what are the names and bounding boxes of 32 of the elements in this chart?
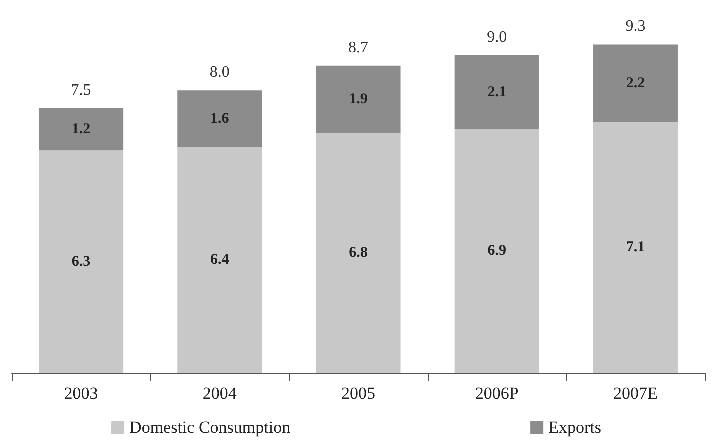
data-label: 6.4: [210, 252, 230, 268]
total-label: 8.0: [210, 64, 230, 82]
x-tick-label: 2003: [64, 384, 98, 403]
total-label: 9.0: [487, 28, 508, 46]
data-label: 7.1: [626, 240, 646, 256]
data-label: 1.9: [349, 91, 368, 108]
total-label: 8.7: [348, 39, 368, 56]
bar: [454, 55, 540, 130]
data-label: 2.1: [488, 84, 506, 100]
data-label: 1.2: [72, 121, 91, 138]
bar: [39, 150, 124, 373]
bar: [593, 44, 678, 122]
legend-label: Exports: [548, 418, 602, 437]
bar: [178, 90, 262, 148]
data-label: 6.9: [488, 243, 506, 260]
legend-label: Domestic Consumption: [130, 418, 292, 437]
total-label: 9.3: [626, 18, 646, 36]
x-tick-label: 2004: [202, 384, 238, 403]
x-tick-label: 2007E: [614, 384, 658, 403]
bar: [454, 129, 540, 373]
data-label: 6.3: [72, 254, 91, 270]
bar: [316, 66, 401, 133]
bar: [316, 132, 401, 373]
data-label: 1.6: [210, 110, 230, 127]
bar: [39, 108, 124, 151]
data-label: 2.2: [626, 76, 646, 92]
bar: [178, 147, 262, 373]
total-label: 7.5: [71, 82, 92, 99]
bar: [593, 122, 678, 373]
data-label: 6.8: [349, 244, 368, 261]
x-tick-label: 2006P: [475, 384, 519, 403]
x-tick-label: 2005: [342, 384, 376, 403]
